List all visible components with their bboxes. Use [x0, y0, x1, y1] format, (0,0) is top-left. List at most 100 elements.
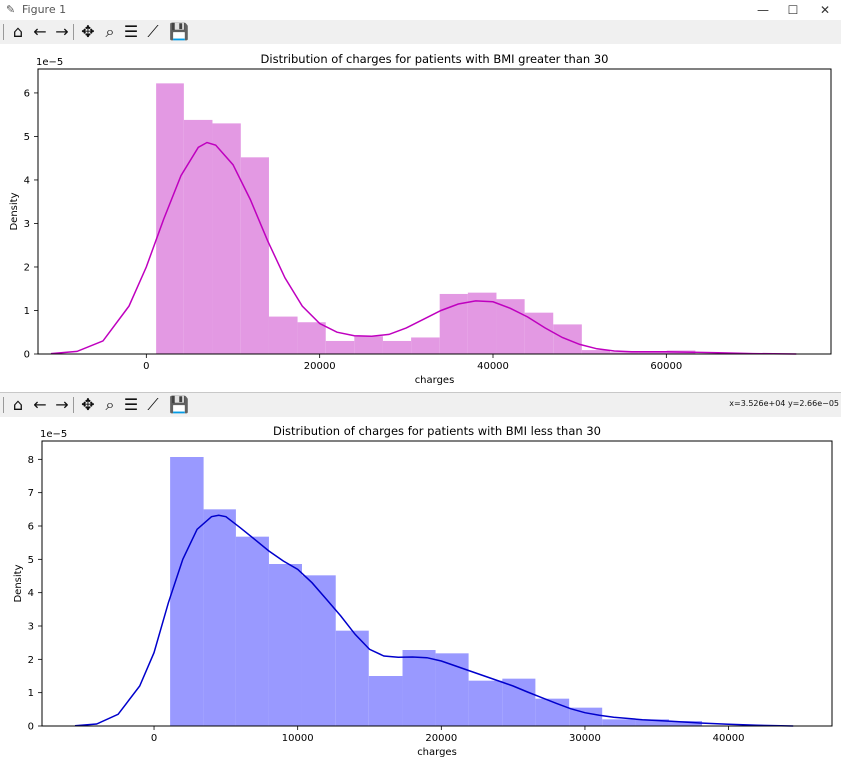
x-tick-label: 20000 [304, 361, 336, 372]
y-tick-label: 3 [24, 219, 30, 230]
back-arrow-icon: ← [33, 22, 47, 41]
zoom-icon: ⌕ [105, 395, 115, 414]
axes-edit-icon: ⟋ [147, 395, 159, 414]
home-button[interactable]: ⌂ [8, 22, 28, 42]
axes-edit-button[interactable]: ⟋ [143, 395, 163, 415]
histogram-bar [610, 352, 639, 354]
close-button[interactable]: ✕ [819, 3, 831, 17]
save-icon: 💾 [169, 22, 189, 41]
histogram-bar [268, 564, 302, 726]
matplotlib-icon: ✎ [6, 3, 16, 16]
axes-edit-icon: ⟋ [147, 22, 159, 41]
x-tick-label: 0 [143, 361, 149, 372]
x-tick-label: 30000 [569, 733, 601, 744]
chart-title: Distribution of charges for patients wit… [273, 424, 601, 438]
subplots-icon: ☰ [123, 22, 139, 41]
axes-frame [41, 440, 833, 727]
y-tick-label: 5 [28, 555, 34, 566]
histogram-bar [581, 350, 610, 354]
histogram-bar [535, 698, 570, 726]
zoom-icon: ⌕ [105, 22, 115, 41]
axes-edit-button[interactable]: ⟋ [143, 22, 163, 42]
histogram-bar [602, 719, 636, 726]
histogram-bar [368, 676, 403, 726]
home-icon: ⌂ [12, 22, 24, 41]
x-tick-label: 40000 [477, 361, 509, 372]
histogram-bar [297, 322, 326, 354]
x-tick-label: 60000 [650, 361, 682, 372]
save-button[interactable]: 💾 [169, 395, 189, 415]
y-tick-label: 3 [28, 622, 34, 633]
y-tick-label: 0 [24, 350, 30, 361]
histogram-bar [240, 157, 269, 354]
cursor-coordinates: x=3.526e+04 y=2.66e−05 [729, 399, 839, 408]
save-button[interactable]: 💾 [169, 22, 189, 42]
y-tick-label: 6 [24, 88, 30, 99]
histogram-bar [335, 630, 369, 726]
histogram-bar [382, 340, 412, 354]
chart-bottom: Distribution of charges for patients wit… [13, 424, 833, 758]
minimize-button[interactable]: — [757, 3, 769, 17]
histogram-bar [402, 650, 436, 726]
toolbar-separator [3, 397, 4, 413]
y-tick-label: 0 [28, 722, 34, 733]
histogram-bar [183, 119, 213, 355]
y-tick-label: 1 [28, 688, 34, 699]
histogram-bar [668, 721, 703, 726]
navigation-toolbar: ⌂ ← → ✥ ⌕ ☰ ⟋ 💾 [0, 20, 841, 44]
histogram-bar [569, 707, 603, 726]
subplots-button[interactable]: ☰ [121, 22, 141, 42]
forward-arrow-icon: → [55, 395, 69, 414]
histogram-bar [268, 316, 298, 354]
histogram-bar [170, 457, 204, 726]
axis-offset-label: 1e−5 [40, 429, 67, 440]
axes-frame [37, 68, 832, 355]
x-axis-label: charges [417, 747, 457, 758]
y-axis-label: Density [9, 192, 20, 230]
subplots-icon: ☰ [123, 395, 139, 414]
y-tick-label: 5 [24, 132, 30, 143]
histogram-bar [468, 680, 503, 726]
histogram-bar [235, 536, 269, 726]
y-axis-label: Density [13, 564, 24, 602]
toolbar-separator [73, 24, 74, 40]
forward-arrow-button[interactable]: → [52, 22, 72, 42]
toolbar-separator [3, 24, 4, 40]
zoom-button[interactable]: ⌕ [100, 395, 120, 415]
y-tick-label: 2 [24, 262, 30, 273]
chart-title: Distribution of charges for patients wit… [261, 52, 609, 66]
pan-button[interactable]: ✥ [78, 22, 98, 42]
home-button[interactable]: ⌂ [8, 395, 28, 415]
pan-button[interactable]: ✥ [78, 395, 98, 415]
toolbar-separator [73, 397, 74, 413]
y-tick-label: 4 [24, 175, 30, 186]
x-tick-label: 10000 [282, 733, 314, 744]
back-arrow-button[interactable]: ← [30, 22, 50, 42]
maximize-button[interactable]: ☐ [787, 3, 799, 17]
histogram-bar [301, 575, 336, 726]
x-axis-label: charges [415, 375, 455, 386]
histogram-bar [496, 299, 525, 354]
home-icon: ⌂ [12, 395, 24, 414]
subplots-button[interactable]: ☰ [121, 395, 141, 415]
back-arrow-button[interactable]: ← [30, 395, 50, 415]
figure-window-2: x=3.526e+04 y=2.66e−05 ⌂ ← → ✥ ⌕ ☰ ⟋ 💾 Distribu… [0, 393, 841, 763]
histogram-bar [354, 336, 383, 354]
histogram-bar [156, 83, 184, 355]
y-tick-label: 6 [28, 522, 34, 533]
kde-line [50, 141, 797, 355]
y-tick-label: 4 [28, 588, 34, 599]
histogram-bar [325, 340, 355, 354]
histogram-bar [411, 337, 440, 354]
y-tick-label: 2 [28, 655, 34, 666]
histogram-bar [635, 719, 669, 726]
histogram-bar [212, 123, 241, 354]
pan-icon: ✥ [81, 395, 95, 414]
zoom-button[interactable]: ⌕ [100, 22, 120, 42]
histogram-bar [638, 352, 667, 354]
axis-offset-label: 1e−5 [36, 57, 63, 68]
histogram-bar [467, 292, 497, 354]
forward-arrow-button[interactable]: → [52, 395, 72, 415]
navigation-toolbar-2: x=3.526e+04 y=2.66e−05 ⌂ ← → ✥ ⌕ ☰ ⟋ 💾 [0, 393, 841, 417]
forward-arrow-icon: → [55, 22, 69, 41]
